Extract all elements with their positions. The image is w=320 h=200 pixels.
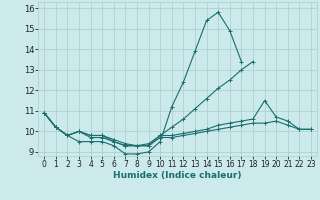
X-axis label: Humidex (Indice chaleur): Humidex (Indice chaleur) [113,171,242,180]
